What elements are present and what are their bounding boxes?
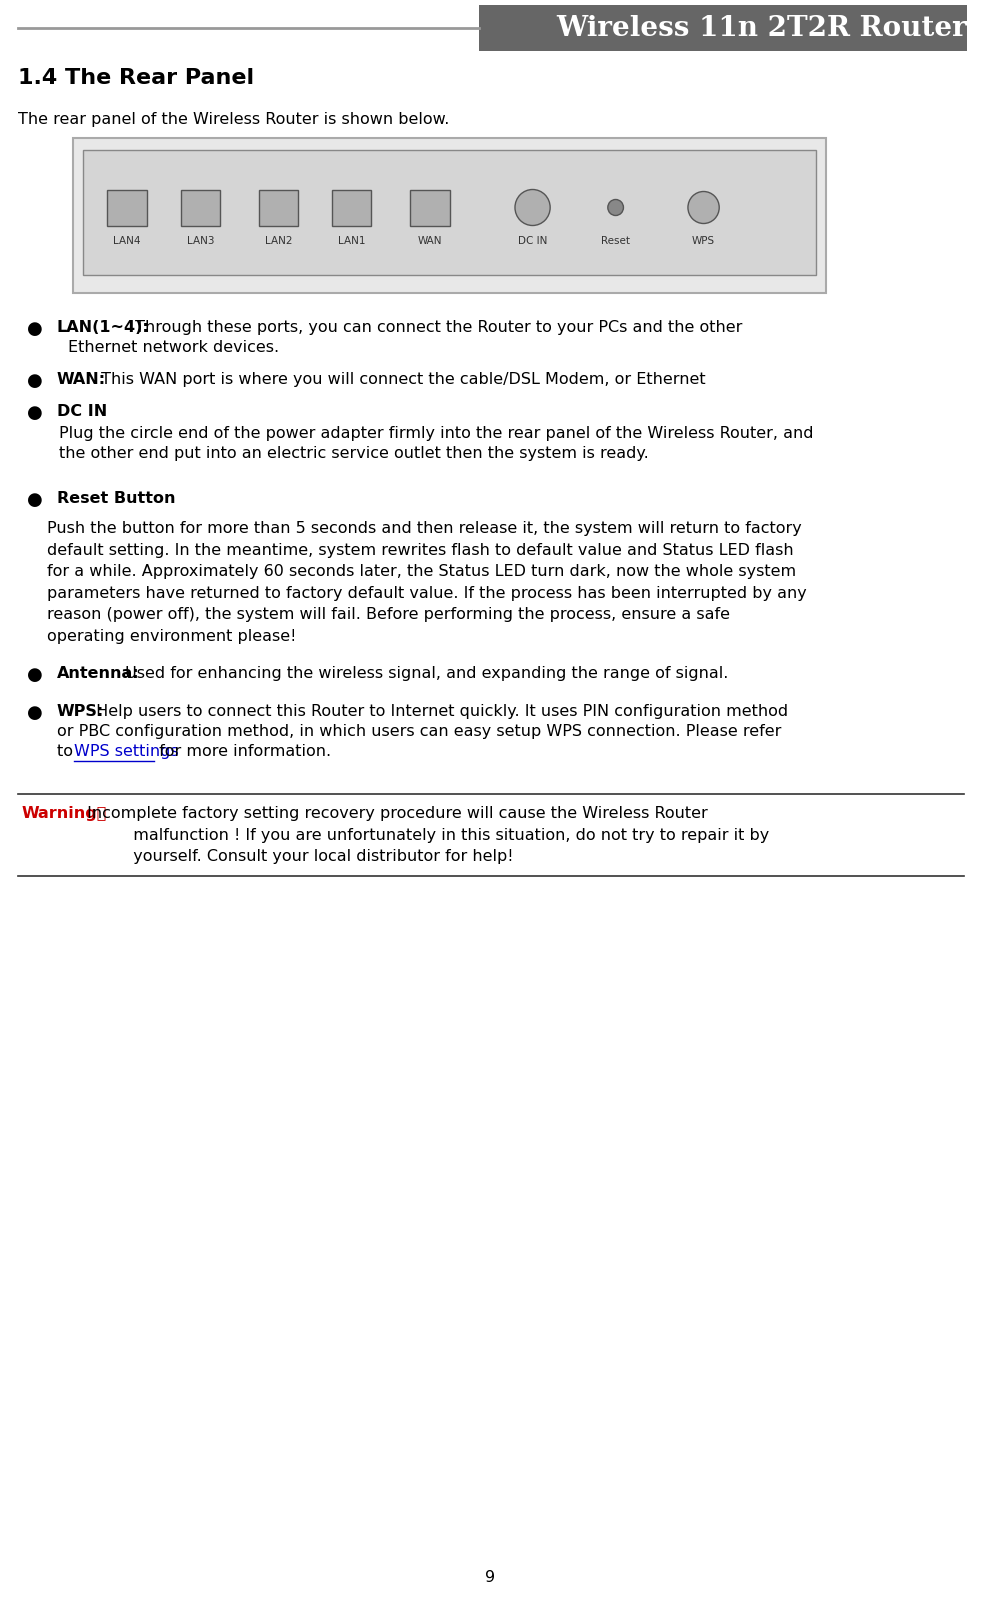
Text: Plug the circle end of the power adapter firmly into the rear panel of the Wirel: Plug the circle end of the power adapter…	[58, 426, 812, 440]
Text: ●: ●	[27, 666, 43, 684]
Text: Reset Button: Reset Button	[56, 492, 175, 506]
Text: WAN: WAN	[417, 235, 441, 245]
Text: WPS settings: WPS settings	[74, 744, 179, 759]
Text: LAN1: LAN1	[338, 235, 365, 245]
FancyBboxPatch shape	[107, 189, 146, 226]
Text: Reset: Reset	[601, 235, 630, 245]
Text: ●: ●	[27, 320, 43, 338]
Text: WAN:: WAN:	[56, 371, 105, 387]
Text: DC IN: DC IN	[56, 403, 107, 419]
Text: ●: ●	[27, 704, 43, 722]
Text: Help users to connect this Router to Internet quickly. It uses PIN configuration: Help users to connect this Router to Int…	[91, 704, 787, 719]
Text: The rear panel of the Wireless Router is shown below.: The rear panel of the Wireless Router is…	[18, 112, 448, 126]
FancyBboxPatch shape	[83, 150, 815, 275]
Text: Antenna:: Antenna:	[56, 666, 139, 680]
FancyBboxPatch shape	[259, 189, 298, 226]
Text: 9: 9	[485, 1571, 495, 1585]
Circle shape	[687, 192, 718, 224]
Text: the other end put into an electric service outlet then the system is ready.: the other end put into an electric servi…	[58, 447, 648, 461]
Text: LAN4: LAN4	[113, 235, 140, 245]
Text: LAN2: LAN2	[265, 235, 292, 245]
FancyBboxPatch shape	[478, 5, 967, 51]
FancyBboxPatch shape	[410, 189, 449, 226]
FancyBboxPatch shape	[73, 138, 824, 293]
Text: WPS: WPS	[691, 235, 714, 245]
Text: to: to	[56, 744, 77, 759]
Text: Push the button for more than 5 seconds and then release it, the system will ret: Push the button for more than 5 seconds …	[47, 520, 805, 644]
Circle shape	[607, 200, 623, 216]
Text: for more information.: for more information.	[154, 744, 331, 759]
Text: Wireless 11n 2T2R Router: Wireless 11n 2T2R Router	[556, 14, 967, 42]
FancyBboxPatch shape	[181, 189, 220, 226]
Text: LAN3: LAN3	[187, 235, 214, 245]
Text: LAN(1~4):: LAN(1~4):	[56, 320, 149, 335]
Text: Through these ports, you can connect the Router to your PCs and the other: Through these ports, you can connect the…	[129, 320, 741, 335]
Text: ●: ●	[27, 492, 43, 509]
Circle shape	[515, 189, 550, 226]
Text: Ethernet network devices.: Ethernet network devices.	[68, 339, 279, 355]
Text: WPS:: WPS:	[56, 704, 104, 719]
Text: ●: ●	[27, 403, 43, 423]
Text: Incomplete factory setting recovery procedure will cause the Wireless Router
   : Incomplete factory setting recovery proc…	[82, 805, 768, 865]
Text: or PBC configuration method, in which users can easy setup WPS connection. Pleas: or PBC configuration method, in which us…	[56, 724, 780, 740]
Text: This WAN port is where you will connect the cable/DSL Modem, or Ethernet: This WAN port is where you will connect …	[95, 371, 705, 387]
FancyBboxPatch shape	[332, 189, 371, 226]
Text: Used for enhancing the wireless signal, and expanding the range of signal.: Used for enhancing the wireless signal, …	[120, 666, 728, 680]
Text: ●: ●	[27, 371, 43, 391]
Text: 1.4 The Rear Panel: 1.4 The Rear Panel	[18, 67, 254, 88]
Text: DC IN: DC IN	[518, 235, 547, 245]
Text: Warning：: Warning：	[21, 805, 106, 821]
